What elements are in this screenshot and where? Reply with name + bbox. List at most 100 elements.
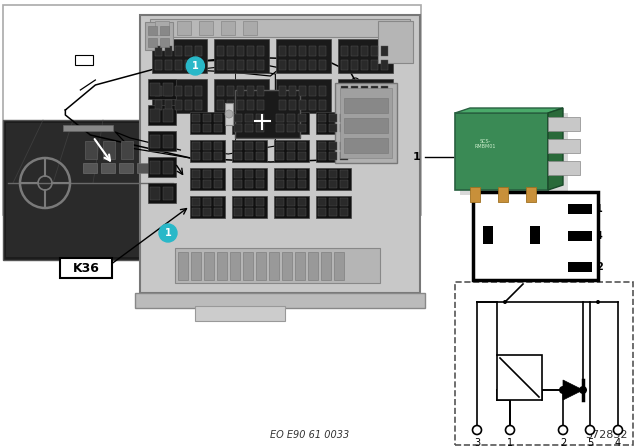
Bar bbox=[340, 180, 348, 188]
Bar bbox=[221, 21, 235, 35]
Bar bbox=[340, 152, 348, 160]
Bar bbox=[274, 168, 309, 190]
Bar bbox=[361, 46, 368, 56]
Bar bbox=[371, 46, 378, 56]
Bar bbox=[299, 100, 306, 110]
Bar bbox=[381, 100, 388, 110]
Bar bbox=[318, 114, 326, 122]
Bar bbox=[298, 124, 306, 132]
Bar bbox=[341, 100, 348, 110]
Bar bbox=[175, 60, 182, 70]
Bar bbox=[548, 139, 580, 153]
Bar bbox=[256, 124, 264, 132]
Bar bbox=[195, 100, 202, 110]
Circle shape bbox=[614, 426, 623, 435]
Text: 2: 2 bbox=[560, 438, 566, 448]
Bar bbox=[192, 170, 200, 178]
Bar bbox=[245, 208, 253, 216]
Bar bbox=[498, 187, 508, 202]
Bar bbox=[341, 46, 348, 56]
Bar bbox=[245, 170, 253, 178]
Bar bbox=[340, 170, 348, 178]
Bar bbox=[190, 140, 225, 162]
Bar bbox=[148, 131, 176, 151]
Bar bbox=[257, 46, 264, 56]
Bar bbox=[237, 60, 244, 70]
Bar bbox=[245, 180, 253, 188]
Bar bbox=[341, 60, 348, 70]
Bar bbox=[217, 252, 227, 280]
Text: 372832: 372832 bbox=[586, 430, 628, 440]
Bar bbox=[351, 100, 358, 110]
Bar bbox=[217, 86, 224, 96]
Bar bbox=[329, 170, 337, 178]
Circle shape bbox=[186, 57, 204, 75]
Bar bbox=[319, 60, 326, 70]
Bar bbox=[214, 142, 222, 150]
Bar bbox=[148, 38, 157, 47]
Bar bbox=[232, 112, 267, 134]
Bar bbox=[150, 19, 410, 37]
Bar bbox=[548, 161, 580, 175]
Bar bbox=[497, 355, 542, 400]
Bar bbox=[225, 103, 233, 125]
Bar bbox=[299, 86, 306, 96]
Bar bbox=[381, 60, 388, 70]
Bar bbox=[256, 252, 266, 280]
Bar bbox=[152, 79, 207, 113]
Bar bbox=[338, 39, 393, 73]
Bar bbox=[351, 60, 358, 70]
Bar bbox=[269, 252, 279, 280]
Bar bbox=[235, 90, 300, 138]
Bar bbox=[199, 21, 213, 35]
Bar bbox=[195, 60, 202, 70]
Bar bbox=[257, 100, 264, 110]
Bar bbox=[309, 46, 316, 56]
Bar bbox=[319, 46, 326, 56]
Text: 4: 4 bbox=[615, 438, 621, 448]
Bar bbox=[298, 198, 306, 206]
Text: K36: K36 bbox=[72, 262, 99, 275]
Bar bbox=[234, 170, 242, 178]
Bar bbox=[568, 204, 592, 214]
Bar bbox=[371, 100, 378, 110]
Bar bbox=[192, 152, 200, 160]
Bar bbox=[361, 86, 368, 96]
Bar bbox=[243, 21, 257, 35]
Bar bbox=[568, 262, 592, 272]
Bar bbox=[321, 252, 331, 280]
Bar bbox=[276, 198, 284, 206]
Bar bbox=[361, 60, 368, 70]
Bar bbox=[298, 170, 306, 178]
Bar bbox=[316, 196, 351, 218]
Bar bbox=[121, 141, 133, 159]
Bar bbox=[227, 60, 234, 70]
Circle shape bbox=[159, 224, 177, 242]
Bar bbox=[318, 142, 326, 150]
Bar bbox=[234, 198, 242, 206]
Bar bbox=[530, 226, 540, 244]
Bar bbox=[192, 142, 200, 150]
Bar bbox=[214, 114, 222, 122]
Bar bbox=[237, 46, 244, 56]
Bar bbox=[329, 152, 337, 160]
Bar bbox=[203, 114, 211, 122]
Bar bbox=[381, 86, 388, 96]
Bar bbox=[318, 124, 326, 132]
Bar bbox=[568, 231, 592, 241]
Bar bbox=[276, 114, 284, 122]
Bar bbox=[234, 142, 242, 150]
Bar bbox=[155, 100, 162, 110]
Bar bbox=[247, 100, 254, 110]
Text: 2: 2 bbox=[596, 262, 603, 272]
Bar bbox=[190, 196, 225, 218]
Bar bbox=[287, 198, 295, 206]
Bar bbox=[155, 60, 162, 70]
Bar bbox=[274, 112, 309, 134]
Bar bbox=[340, 208, 348, 216]
Text: SCS-
RMBM01: SCS- RMBM01 bbox=[474, 138, 496, 149]
Bar bbox=[455, 282, 633, 445]
Bar bbox=[298, 208, 306, 216]
Bar bbox=[351, 46, 358, 56]
Bar bbox=[103, 141, 115, 159]
